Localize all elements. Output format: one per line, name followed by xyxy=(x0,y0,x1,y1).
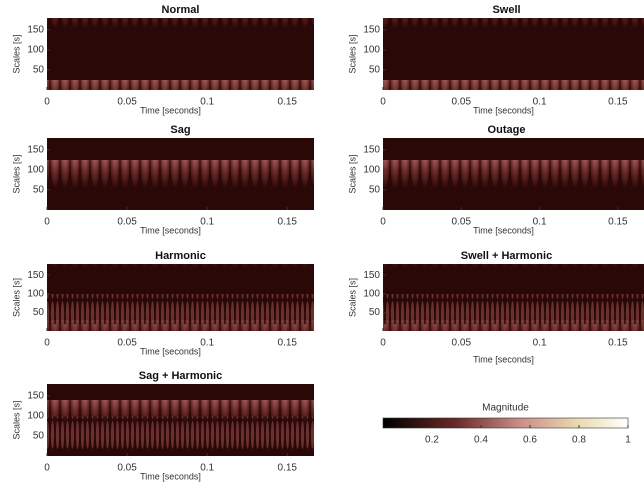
x-tick-label: 0 xyxy=(44,338,50,349)
colorbar xyxy=(382,417,629,429)
y-tick-label: 100 xyxy=(27,411,44,422)
y-tick-label: 150 xyxy=(363,25,380,36)
y-tick-label: 50 xyxy=(33,307,45,318)
x-axis-label: Time [seconds] xyxy=(473,354,534,364)
y-tick-label: 100 xyxy=(27,165,44,176)
y-tick-label: 50 xyxy=(369,65,381,76)
y-tick-label: 50 xyxy=(33,185,45,196)
harmonic-band xyxy=(47,416,314,449)
x-tick-label: 0.1 xyxy=(533,97,547,108)
x-tick-label: 0.1 xyxy=(200,217,214,228)
y-axis-label: Scales [s] xyxy=(347,34,357,73)
panel-title: Sag + Harmonic xyxy=(139,370,222,382)
y-tick-label: 100 xyxy=(363,288,380,299)
panel-title: Outage xyxy=(488,124,526,136)
x-tick-label: 0.05 xyxy=(117,338,137,349)
y-tick-label: 50 xyxy=(369,185,381,196)
colorbar-tick-label: 0.6 xyxy=(523,435,537,446)
x-axis-label: Time [seconds] xyxy=(140,346,201,356)
x-tick-label: 0 xyxy=(380,217,386,228)
x-tick-label: 0.1 xyxy=(533,338,547,349)
x-tick-label: 0 xyxy=(44,463,50,474)
x-axis-label: Time [seconds] xyxy=(140,471,201,481)
x-tick-label: 0 xyxy=(380,338,386,349)
y-tick-label: 100 xyxy=(27,288,44,299)
x-tick-label: 0 xyxy=(380,97,386,108)
x-tick-label: 0.05 xyxy=(117,463,137,474)
y-axis-label: Scales [s] xyxy=(11,34,21,73)
y-tick-label: 150 xyxy=(27,145,44,156)
y-tick-label: 100 xyxy=(27,45,44,56)
colorbar-tick-label: 0.8 xyxy=(572,435,586,446)
x-tick-label: 0.05 xyxy=(117,217,137,228)
scalogram-image xyxy=(383,18,644,90)
y-axis-label: Scales [s] xyxy=(347,278,357,317)
y-tick-label: 50 xyxy=(369,307,381,318)
x-tick-label: 0.05 xyxy=(452,97,472,108)
colorbar-tick-label: 0.2 xyxy=(425,435,439,446)
y-axis-label: Scales [s] xyxy=(11,400,21,439)
y-axis-label: Scales [s] xyxy=(347,154,357,193)
colorbar-tick-label: 0.4 xyxy=(474,435,488,446)
panel-title: Swell + Harmonic xyxy=(461,250,552,262)
panel-title: Normal xyxy=(162,4,200,16)
y-axis-label: Scales [s] xyxy=(11,154,21,193)
x-tick-label: 0.1 xyxy=(200,338,214,349)
x-tick-label: 0.15 xyxy=(278,97,298,108)
x-tick-label: 0.05 xyxy=(452,217,472,228)
y-tick-label: 150 xyxy=(27,391,44,402)
scalogram-image xyxy=(383,138,644,210)
scalogram-image xyxy=(47,138,314,210)
x-tick-label: 0.1 xyxy=(200,463,214,474)
y-tick-label: 50 xyxy=(33,431,45,442)
scalogram-image xyxy=(47,18,314,90)
y-tick-label: 50 xyxy=(33,65,45,76)
panel-title: Sag xyxy=(170,124,190,136)
y-tick-label: 100 xyxy=(363,165,380,176)
x-tick-label: 0.15 xyxy=(608,97,628,108)
x-axis-label: Time [seconds] xyxy=(140,105,201,115)
x-tick-label: 0.1 xyxy=(533,217,547,228)
harmonic-band xyxy=(383,294,644,325)
x-tick-label: 0 xyxy=(44,217,50,228)
x-axis-label: Time [seconds] xyxy=(473,225,534,235)
x-tick-label: 0.15 xyxy=(278,463,298,474)
x-tick-label: 0.15 xyxy=(278,338,298,349)
panel-title: Swell xyxy=(492,4,520,16)
y-tick-label: 150 xyxy=(363,145,380,156)
x-tick-label: 0.15 xyxy=(608,338,628,349)
x-tick-label: 0 xyxy=(44,97,50,108)
x-tick-label: 0.05 xyxy=(117,97,137,108)
panel-title: Harmonic xyxy=(155,250,206,262)
x-tick-label: 0.1 xyxy=(200,97,214,108)
x-axis-label: Time [seconds] xyxy=(473,105,534,115)
x-tick-label: 0.15 xyxy=(608,217,628,228)
y-tick-label: 150 xyxy=(27,25,44,36)
colorbar-label: Magnitude xyxy=(482,403,529,414)
colorbar-tick-label: 1 xyxy=(625,435,631,446)
y-tick-label: 150 xyxy=(27,270,44,281)
x-axis-label: Time [seconds] xyxy=(140,225,201,235)
x-tick-label: 0.15 xyxy=(278,217,298,228)
y-axis-label: Scales [s] xyxy=(11,278,21,317)
x-tick-label: 0.05 xyxy=(452,338,472,349)
harmonic-band xyxy=(47,294,314,325)
y-tick-label: 150 xyxy=(363,270,380,281)
y-tick-label: 100 xyxy=(363,45,380,56)
